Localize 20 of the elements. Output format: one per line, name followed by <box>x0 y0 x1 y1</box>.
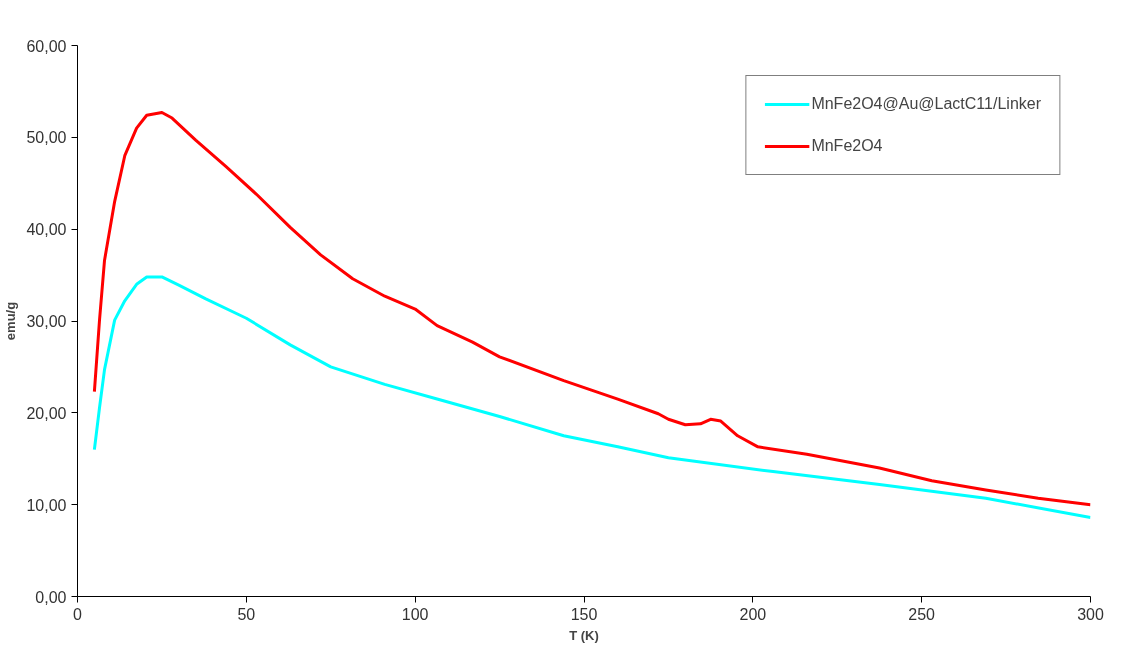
y-tick-label: 10,00 <box>26 496 67 514</box>
x-tick-label: 250 <box>908 605 936 623</box>
y-tick-label: 60,00 <box>26 37 67 55</box>
x-tick-label: 300 <box>1077 605 1104 623</box>
x-tick-label: 100 <box>401 605 429 623</box>
x-tick-label: 200 <box>739 605 767 623</box>
y-tick-label: 30,00 <box>26 313 67 330</box>
y-tick-label: 0,00 <box>35 588 67 606</box>
x-tick-label: 150 <box>570 605 598 623</box>
line-series <box>92 275 1091 520</box>
line-series <box>92 111 1091 507</box>
x-tick-label: 0 <box>73 605 83 623</box>
y-tick-label: 50,00 <box>26 129 67 147</box>
y-tick-label: 20,00 <box>26 404 67 422</box>
legend-label: MnFe2O4 <box>811 137 883 155</box>
x-axis-title: T (K) <box>569 627 599 643</box>
y-tick-label: 40,00 <box>26 221 67 239</box>
y-axis-title: emu/g <box>3 301 19 341</box>
legend-label: MnFe2O4@Au@LactC11/Linker <box>811 95 1041 113</box>
x-tick-label: 50 <box>237 605 256 623</box>
